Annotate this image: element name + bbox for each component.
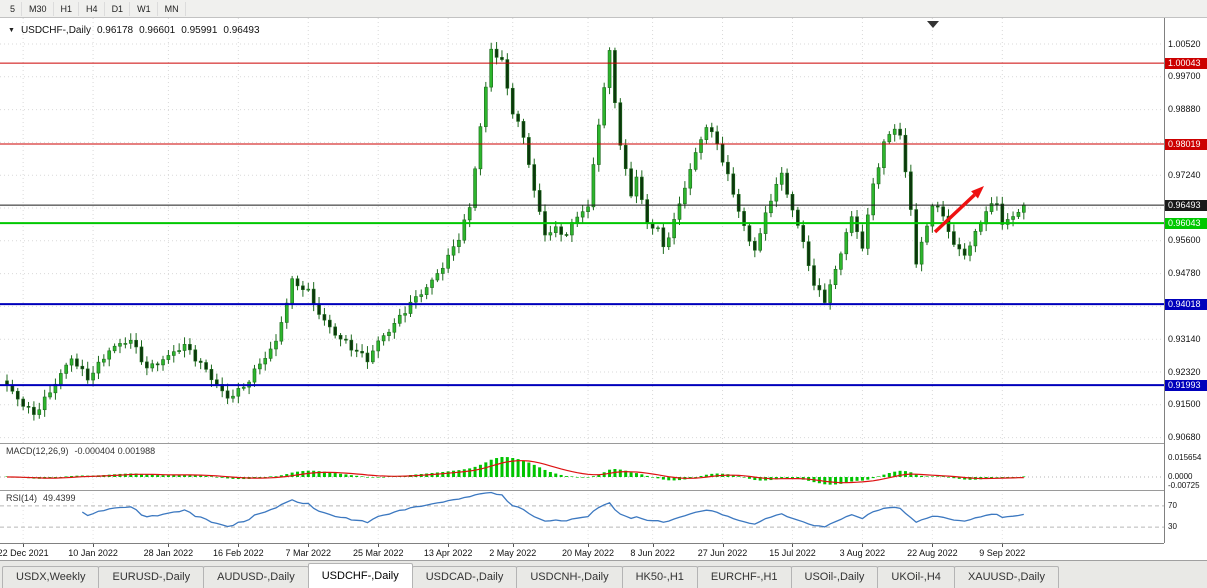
high-value: 0.96601: [139, 25, 176, 36]
price-axis-label: 0.90680: [1168, 432, 1201, 443]
price-axis-label: 0.93140: [1168, 333, 1201, 344]
date-axis-label: 20 May 2022: [562, 548, 615, 558]
date-axis-label: 16 Feb 2022: [213, 548, 264, 558]
date-axis-label: 15 Jul 2022: [769, 548, 816, 558]
timeframe-button-h4[interactable]: H4: [80, 1, 105, 16]
rsi-axis-label: 30: [1168, 522, 1177, 532]
date-tick-mark: [512, 544, 514, 547]
price-level-badge-0.94018: 0.94018: [1165, 298, 1207, 310]
date-tick-mark: [238, 544, 240, 547]
macd-signal-line: [7, 460, 1024, 484]
macd-axis-label: 0.015654: [1168, 453, 1202, 463]
panel-separator: [0, 490, 1207, 491]
price-axis-label: 0.97240: [1168, 169, 1201, 180]
rsi-value: 49.4399: [43, 493, 76, 503]
date-axis-label: 9 Sep 2022: [979, 548, 1026, 558]
grid: [0, 18, 1164, 443]
timeframe-button-w1[interactable]: W1: [131, 1, 158, 16]
timeframe-button-d1[interactable]: D1: [106, 1, 131, 16]
date-axis-label: 7 Mar 2022: [285, 548, 332, 558]
macd-name: MACD(12,26,9): [6, 446, 69, 456]
date-tick-mark: [652, 544, 654, 547]
rsi-name: RSI(14): [6, 493, 38, 503]
tab-hk50-h1[interactable]: HK50-,H1: [621, 566, 698, 588]
macd-axis-label: -0.00725: [1168, 480, 1200, 490]
date-tick-mark: [308, 544, 310, 547]
panel-separator: [0, 443, 1207, 444]
price-level-badge-0.96043: 0.96043: [1165, 217, 1207, 229]
tab-usoil-daily[interactable]: USOil-,Daily: [790, 566, 879, 588]
date-tick-mark: [862, 544, 864, 547]
date-tick-mark: [93, 544, 95, 547]
macd-axis-label: 0.0000: [1168, 472, 1193, 481]
trend-arrow-annotation[interactable]: [933, 186, 984, 234]
symbol-ohlc-readout: ▼ USDCHF-,Daily 0.96178 0.96601 0.95991 …: [8, 25, 260, 36]
price-level-badge-1.00043: 1.00043: [1165, 57, 1207, 69]
timeframe-button-m30[interactable]: M30: [23, 1, 54, 16]
rsi-panel-canvas[interactable]: [0, 490, 1164, 543]
tab-usdcad-daily[interactable]: USDCAD-,Daily: [411, 566, 518, 588]
tab-eurusd-daily[interactable]: EURUSD-,Daily: [98, 566, 205, 588]
macd-values: -0.000404 0.001988: [74, 446, 156, 456]
tab-eurchf-h1[interactable]: EURCHF-,H1: [696, 566, 792, 588]
price-level-badge-0.91993: 0.91993: [1165, 379, 1207, 391]
close-value: 0.96493: [223, 25, 260, 36]
price-chart-canvas[interactable]: [0, 18, 1164, 443]
date-tick-mark: [792, 544, 794, 547]
date-tick-mark: [722, 544, 724, 547]
date-axis-label: 22 Dec 2021: [0, 548, 49, 558]
chart-tabs-bar: USDX,Weekly EURUSD-,Daily AUDUSD-,Daily USD…: [0, 560, 1207, 588]
chart-shift-marker-icon[interactable]: [927, 21, 939, 28]
macd-panel-canvas[interactable]: [0, 443, 1164, 490]
date-tick-mark: [378, 544, 380, 547]
date-axis-label: 13 Apr 2022: [423, 548, 473, 558]
date-tick-mark: [168, 544, 170, 547]
price-axis-label: 0.94780: [1168, 268, 1201, 279]
date-axis-label: 2 May 2022: [489, 548, 537, 558]
timeframe-button-h1[interactable]: H1: [55, 1, 80, 16]
price-axis-label: 0.98880: [1168, 104, 1201, 115]
price-axis: 1.00520 0.99700 0.98880 0.97240 0.95600 0.947…: [1164, 18, 1207, 543]
rsi-indicator-label: RSI(14) 49.4399: [6, 493, 76, 503]
tab-audusd-daily[interactable]: AUDUSD-,Daily: [203, 566, 309, 588]
date-tick-mark: [932, 544, 934, 547]
timeframe-toolbar: 5 M30 H1 H4 D1 W1 MN: [0, 0, 1207, 18]
date-tick-mark: [23, 544, 25, 547]
date-axis-label: 22 Aug 2022: [907, 548, 958, 558]
rsi-axis-label: 70: [1168, 500, 1177, 510]
symbol-dropdown-icon[interactable]: ▼: [8, 27, 15, 34]
tab-usdx-weekly[interactable]: USDX,Weekly: [2, 566, 100, 588]
price-axis-label: 0.99700: [1168, 71, 1201, 82]
timeframe-button-5[interactable]: 5: [4, 1, 23, 16]
date-axis-label: 10 Jan 2022: [68, 548, 118, 558]
tab-xauusd-daily[interactable]: XAUUSD-,Daily: [953, 566, 1059, 588]
date-tick-mark: [1002, 544, 1004, 547]
date-axis-label: 3 Aug 2022: [839, 548, 886, 558]
date-tick-mark: [588, 544, 590, 547]
price-axis-label: 0.95600: [1168, 235, 1201, 246]
timeframe-button-mn[interactable]: MN: [159, 1, 186, 16]
date-axis-label: 8 Jun 2022: [630, 548, 675, 558]
tab-ukoil-h4[interactable]: UKOil-,H4: [877, 566, 955, 588]
tab-usdcnh-daily[interactable]: USDCNH-,Daily: [516, 566, 623, 588]
price-axis-label: 0.92320: [1168, 366, 1201, 377]
low-value: 0.95991: [181, 25, 218, 36]
date-axis: 22 Dec 2021 10 Jan 2022 28 Jan 2022 16 Feb …: [0, 543, 1164, 560]
price-axis-label: 0.91500: [1168, 399, 1201, 410]
open-value: 0.96178: [96, 25, 134, 36]
macd-indicator-label: MACD(12,26,9) -0.000404 0.001988: [6, 446, 155, 456]
price-axis-label: 1.00520: [1168, 38, 1201, 49]
date-axis-label: 27 Jun 2022: [697, 548, 748, 558]
date-axis-label: 28 Jan 2022: [143, 548, 194, 558]
tab-usdchf-daily[interactable]: USDCHF-,Daily: [307, 563, 413, 588]
price-level-badge-0.98019: 0.98019: [1165, 138, 1207, 150]
date-axis-label: 25 Mar 2022: [352, 548, 404, 558]
price-level-badge-0.96493: 0.96493: [1165, 199, 1207, 211]
candles: [5, 42, 1026, 421]
date-tick-mark: [448, 544, 450, 547]
symbol-period-label: USDCHF-,Daily: [20, 25, 91, 36]
rsi-line: [81, 491, 1024, 528]
